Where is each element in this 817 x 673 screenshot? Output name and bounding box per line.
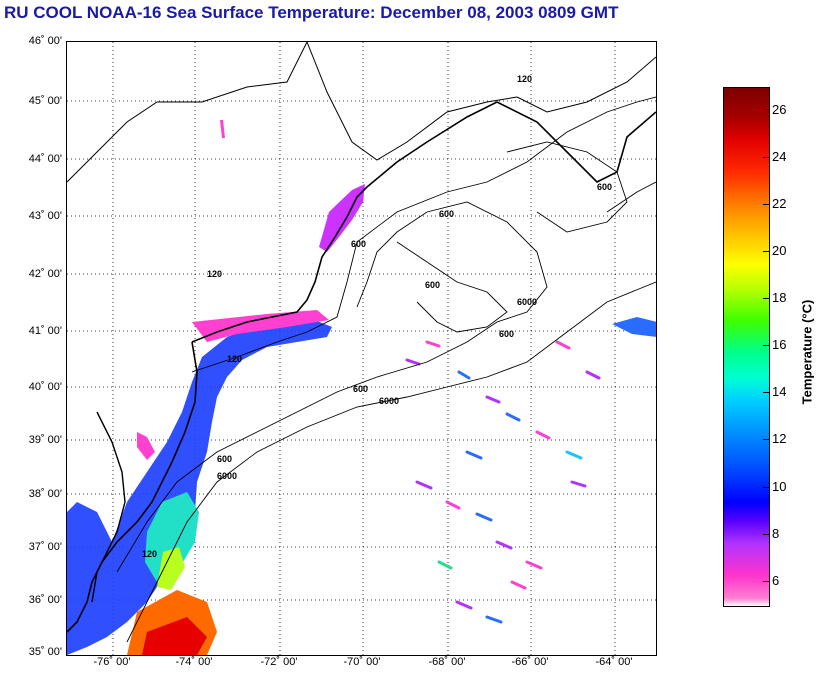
coastlines-and-borders [67, 42, 656, 633]
lat-label-40: 40˚ 00' [28, 381, 62, 393]
lon-label-66: -66˚ 00' [511, 656, 549, 668]
colorbar-tick-16: 16 [772, 337, 787, 352]
lon-label-76: -76˚ 00' [93, 656, 131, 668]
sst-offshore-patch [612, 317, 656, 337]
lat-label-42: 42˚ 00' [28, 268, 62, 280]
isobath-contours [116, 96, 656, 643]
isobath-label-120-d: 120 [207, 269, 222, 279]
sst-bay-patch [137, 432, 155, 460]
isobath-label-6000-c: 6000 [217, 471, 237, 481]
isobath-label-120-a: 120 [517, 74, 532, 84]
colorbar-tick-10: 10 [772, 479, 787, 494]
map-title: RU COOL NOAA-16 Sea Surface Temperature:… [4, 3, 619, 22]
isobath-label-120-c: 120 [142, 549, 157, 559]
sst-map-panel: 120 600 600 600 600 6000 600 600 6000 12… [66, 41, 657, 656]
colorbar-tick-20: 20 [772, 243, 787, 258]
lat-label-35: 35˚ 00' [28, 646, 62, 658]
isobath-label-600-a: 600 [597, 182, 612, 192]
lat-label-38: 38˚ 00' [28, 488, 62, 500]
lat-label-39: 39˚ 00' [28, 434, 62, 446]
colorbar-tick-22: 22 [772, 196, 787, 211]
sst-warm-patch [145, 492, 199, 582]
colorbar-tick-18: 18 [772, 290, 787, 305]
sst-coastal-band [67, 317, 332, 655]
sst-swath [67, 120, 656, 655]
colorbar-tick-6: 6 [772, 573, 780, 588]
lat-label-44: 44˚ 00' [28, 153, 62, 165]
lon-label-70: -70˚ 00' [343, 656, 381, 668]
isobath-6000 [126, 281, 656, 643]
sst-offshore-streaks [405, 340, 601, 624]
sst-gulf-maine [319, 184, 365, 252]
lat-label-36: 36˚ 00' [28, 594, 62, 606]
sst-cold-bay [192, 310, 329, 342]
chesapeake-bay [91, 411, 126, 603]
lat-label-41: 41˚ 00' [28, 325, 62, 337]
lat-label-37: 37˚ 00' [28, 541, 62, 553]
isobath-gulf-maine [396, 241, 508, 333]
colorbar-tick-26: 26 [772, 102, 787, 117]
new-england-coast [191, 186, 368, 343]
isobath-600 [116, 201, 548, 573]
mid-atlantic-coast [67, 341, 198, 633]
sst-isolated-patch [220, 120, 225, 138]
sst-warm-patch-2 [157, 547, 185, 590]
colorbar-tick-8: 8 [772, 526, 780, 541]
isobath-label-120-b: 120 [227, 354, 242, 364]
temperature-colorbar [723, 87, 770, 607]
isobath-label-6000-a: 6000 [517, 297, 537, 307]
isobath-label-600-f: 600 [353, 384, 368, 394]
isobath-label-600-b: 600 [439, 209, 454, 219]
isobath-label-6000-b: 6000 [379, 396, 399, 406]
isobath-banks [506, 141, 628, 233]
isobath-120 [191, 96, 656, 373]
lon-label-72: -72˚ 00' [260, 656, 298, 668]
nova-scotia-south [366, 101, 656, 188]
isobath-label-600-d: 600 [425, 280, 440, 290]
lon-label-64: -64˚ 00' [595, 656, 633, 668]
colorbar-tick-14: 14 [772, 384, 787, 399]
lon-label-68: -68˚ 00' [428, 656, 466, 668]
isobath-labels: 120 600 600 600 600 6000 600 600 6000 12… [142, 74, 612, 559]
lon-label-74: -74˚ 00' [175, 656, 213, 668]
colorbar-tick-24: 24 [772, 149, 787, 164]
lat-label-46: 46˚ 00' [28, 35, 62, 47]
nova-scotia-coast [516, 56, 656, 113]
lat-label-43: 43˚ 00' [28, 210, 62, 222]
sst-hot-core [142, 617, 207, 655]
isobath-label-600-g: 600 [217, 454, 232, 464]
maine-coast [306, 42, 518, 161]
us-canada-border [67, 42, 308, 183]
colorbar-tick-12: 12 [772, 431, 787, 446]
isobath-label-600-e: 600 [499, 329, 514, 339]
isobath-label-600-c: 600 [351, 239, 366, 249]
lat-label-45: 45˚ 00' [28, 95, 62, 107]
colorbar-label: Temperature (°C) [799, 299, 815, 405]
isobath-scotian [606, 181, 656, 213]
